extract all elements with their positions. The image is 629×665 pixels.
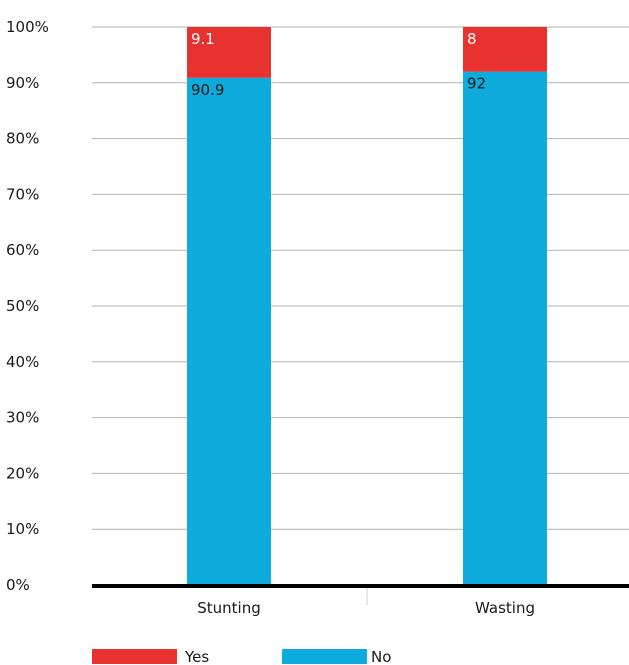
- legend: Yes No: [92, 648, 391, 665]
- y-tick-label: 100%: [6, 18, 49, 36]
- y-tick-label: 0%: [6, 576, 30, 594]
- y-tick-label: 10%: [6, 520, 39, 538]
- gridlines: [92, 26, 629, 530]
- y-tick-label: 90%: [6, 74, 39, 92]
- legend-swatch-yes: [92, 649, 177, 664]
- data-labels: 90.9 9.1 92 8: [191, 30, 486, 99]
- bar-yes-stunting: [187, 27, 271, 78]
- x-axis-category-labels: Stunting Wasting: [197, 599, 535, 617]
- x-tick-label-wasting: Wasting: [475, 599, 535, 617]
- y-tick-label: 80%: [6, 130, 39, 148]
- y-tick-label: 50%: [6, 297, 39, 315]
- data-label-no-wasting: 92: [467, 75, 486, 93]
- data-label-yes-stunting: 9.1: [191, 30, 215, 48]
- y-tick-label: 60%: [6, 241, 39, 259]
- data-label-no-stunting: 90.9: [191, 81, 224, 99]
- data-label-yes-wasting: 8: [467, 30, 477, 48]
- y-tick-label: 40%: [6, 353, 39, 371]
- y-axis-tick-labels: 0% 10% 20% 30% 40% 50% 60% 70% 80% 90% 100%: [6, 18, 49, 594]
- bar-no-stunting: [187, 77, 271, 585]
- bar-yes-wasting: [463, 27, 547, 72]
- x-axis: [92, 584, 629, 605]
- legend-label-yes: Yes: [184, 648, 209, 665]
- y-tick-label: 20%: [6, 464, 39, 482]
- bars: [187, 27, 547, 585]
- y-tick-label: 70%: [6, 185, 39, 203]
- bar-no-wasting: [463, 71, 547, 585]
- x-tick-label-stunting: Stunting: [197, 599, 261, 617]
- legend-label-no: No: [371, 648, 391, 665]
- legend-swatch-no: [282, 649, 367, 664]
- y-tick-label: 30%: [6, 409, 39, 427]
